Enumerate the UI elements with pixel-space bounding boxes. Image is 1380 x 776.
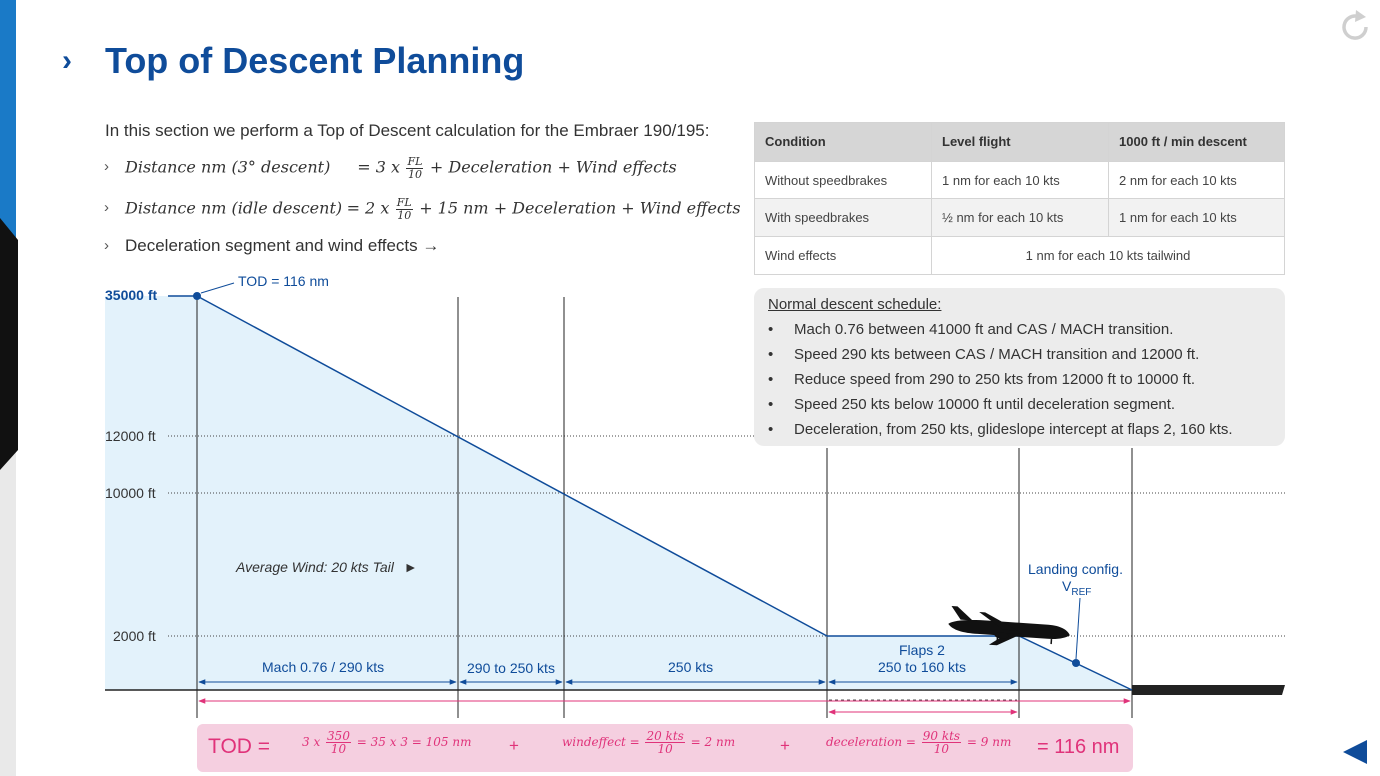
table-cell: ½ nm for each 10 kts	[931, 198, 1109, 238]
title-chevron-icon: ›	[62, 44, 72, 77]
formula-3deg-lhs: Distance nm (3° descent)	[125, 157, 331, 177]
altitude-label-cruise: 35000 ft	[105, 287, 158, 303]
table-header: 1000 ft / min descent	[1108, 122, 1285, 162]
bullet-marker: ›	[104, 237, 109, 254]
altitude-label-12000: 12000 ft	[105, 428, 156, 444]
formula-idle-rest: + 15 nm + Deceleration + Wind effects	[419, 198, 741, 218]
altitude-label-2000: 2000 ft	[113, 628, 156, 644]
flaps-speed-label: 250 to 160 kts	[878, 659, 966, 675]
table-cell: 2 nm for each 10 kts	[1108, 160, 1285, 200]
vref-label: VREF	[1062, 578, 1091, 598]
table-header-row: Condition Level flight 1000 ft / min des…	[754, 122, 1285, 162]
left-black-wedge	[0, 218, 18, 470]
tod-point	[193, 292, 201, 300]
table-row: With speedbrakes ½ nm for each 10 kts 1 …	[754, 198, 1285, 238]
formula-idle-eq: = 2 x	[346, 198, 390, 218]
tod-term-wind-fraction: 20 kts 10	[645, 729, 685, 756]
tod-term-distance: 3 x 350 10 = 35 x 3 = 105 nm	[302, 729, 472, 756]
formula-idle-lhs: Distance nm (idle descent)	[125, 198, 343, 218]
formula-3deg-rest: + Deceleration + Wind effects	[429, 157, 677, 177]
bullet-marker: ›	[104, 158, 109, 175]
tod-term-distance-fraction: 350 10	[326, 729, 351, 756]
table-cell: 1 nm for each 10 kts tailwind	[931, 236, 1285, 275]
tod-term-deceleration: deceleration = 90 kts 10 = 9 nm	[826, 729, 1012, 756]
formula-3deg-fraction: FL 10	[406, 155, 424, 181]
vref-main: V	[1062, 578, 1072, 594]
tod-result: = 116 nm	[1037, 736, 1120, 758]
tod-label-leader	[200, 282, 235, 294]
tod-label: TOD = 116 nm	[238, 273, 329, 289]
left-accent-bar	[0, 0, 16, 240]
segment-label-mach: Mach 0.76 / 290 kts	[262, 659, 385, 675]
rates-table: Condition Level flight 1000 ft / min des…	[754, 122, 1285, 275]
list-item: • Mach 0.76 between 41000 ft and CAS / MA…	[768, 321, 1174, 338]
page-title: Top of Descent Planning	[105, 40, 525, 81]
vref-sub: REF	[1071, 586, 1092, 598]
table-header: Level flight	[931, 122, 1109, 162]
intro-text: In this section we perform a Top of Desc…	[105, 121, 710, 140]
descent-schedule-box	[754, 288, 1285, 446]
list-item: • Reduce speed from 290 to 250 kts from 1…	[768, 371, 1196, 388]
list-item: • Speed 250 kts below 10000 ft until dece…	[768, 396, 1176, 413]
table-row: Wind effects 1 nm for each 10 kts tailwi…	[754, 236, 1285, 275]
runway	[1132, 685, 1285, 695]
list-item: • Speed 290 kts between CAS / MACH transi…	[768, 346, 1200, 363]
profile-fill	[105, 296, 1132, 690]
wind-label-text: Average Wind: 20 kts Tail	[236, 559, 394, 575]
segment-label-290-250: 290 to 250 kts	[467, 660, 555, 676]
landing-config-point	[1072, 659, 1080, 667]
tod-term-wind: windeffect = 20 kts 10 = 2 nm	[562, 729, 736, 756]
formula-3deg-eq: = 3 x	[357, 157, 401, 177]
table-row: Without speedbrakes 1 nm for each 10 kts…	[754, 160, 1285, 200]
replay-icon[interactable]	[1336, 8, 1374, 46]
landing-config-leader	[1075, 597, 1081, 660]
segment-label-250: 250 kts	[668, 659, 714, 675]
altitude-label-10000: 10000 ft	[105, 485, 156, 501]
back-arrow-icon[interactable]	[1343, 739, 1369, 765]
table-header: Condition	[754, 122, 932, 162]
plus-sign: +	[780, 736, 790, 755]
wind-label: Average Wind: 20 kts Tail ►	[236, 559, 418, 575]
plus-sign: +	[509, 736, 519, 755]
flaps-label: Flaps 2	[899, 642, 945, 658]
list-item: • Deceleration, from 250 kts, glideslope …	[768, 421, 1233, 438]
table-cell: 1 nm for each 10 kts	[931, 160, 1109, 200]
schedule-title: Normal descent schedule:	[768, 296, 942, 313]
tod-term-deceleration-fraction: 90 kts 10	[921, 729, 962, 756]
formula-3deg: Distance nm (3° descent) = 3 x FL 10 + De…	[125, 156, 677, 181]
aircraft-icon	[948, 606, 1070, 646]
tod-calc-label: TOD =	[208, 735, 271, 758]
formula-idle: Distance nm (idle descent) = 2 x FL 10 + …	[125, 197, 741, 222]
table-cell: Wind effects	[754, 236, 932, 275]
table-cell: With speedbrakes	[754, 198, 932, 238]
table-cell: 1 nm for each 10 kts	[1108, 198, 1285, 238]
bullet-marker: ›	[104, 199, 109, 216]
landing-config-label: Landing config.	[1028, 561, 1123, 577]
tod-calculation-bar	[197, 724, 1133, 772]
wind-direction-icon: ►	[403, 559, 418, 575]
formula-idle-fraction: FL 10	[395, 196, 413, 222]
deceleration-bullet: Deceleration segment and wind effects →	[125, 236, 440, 255]
